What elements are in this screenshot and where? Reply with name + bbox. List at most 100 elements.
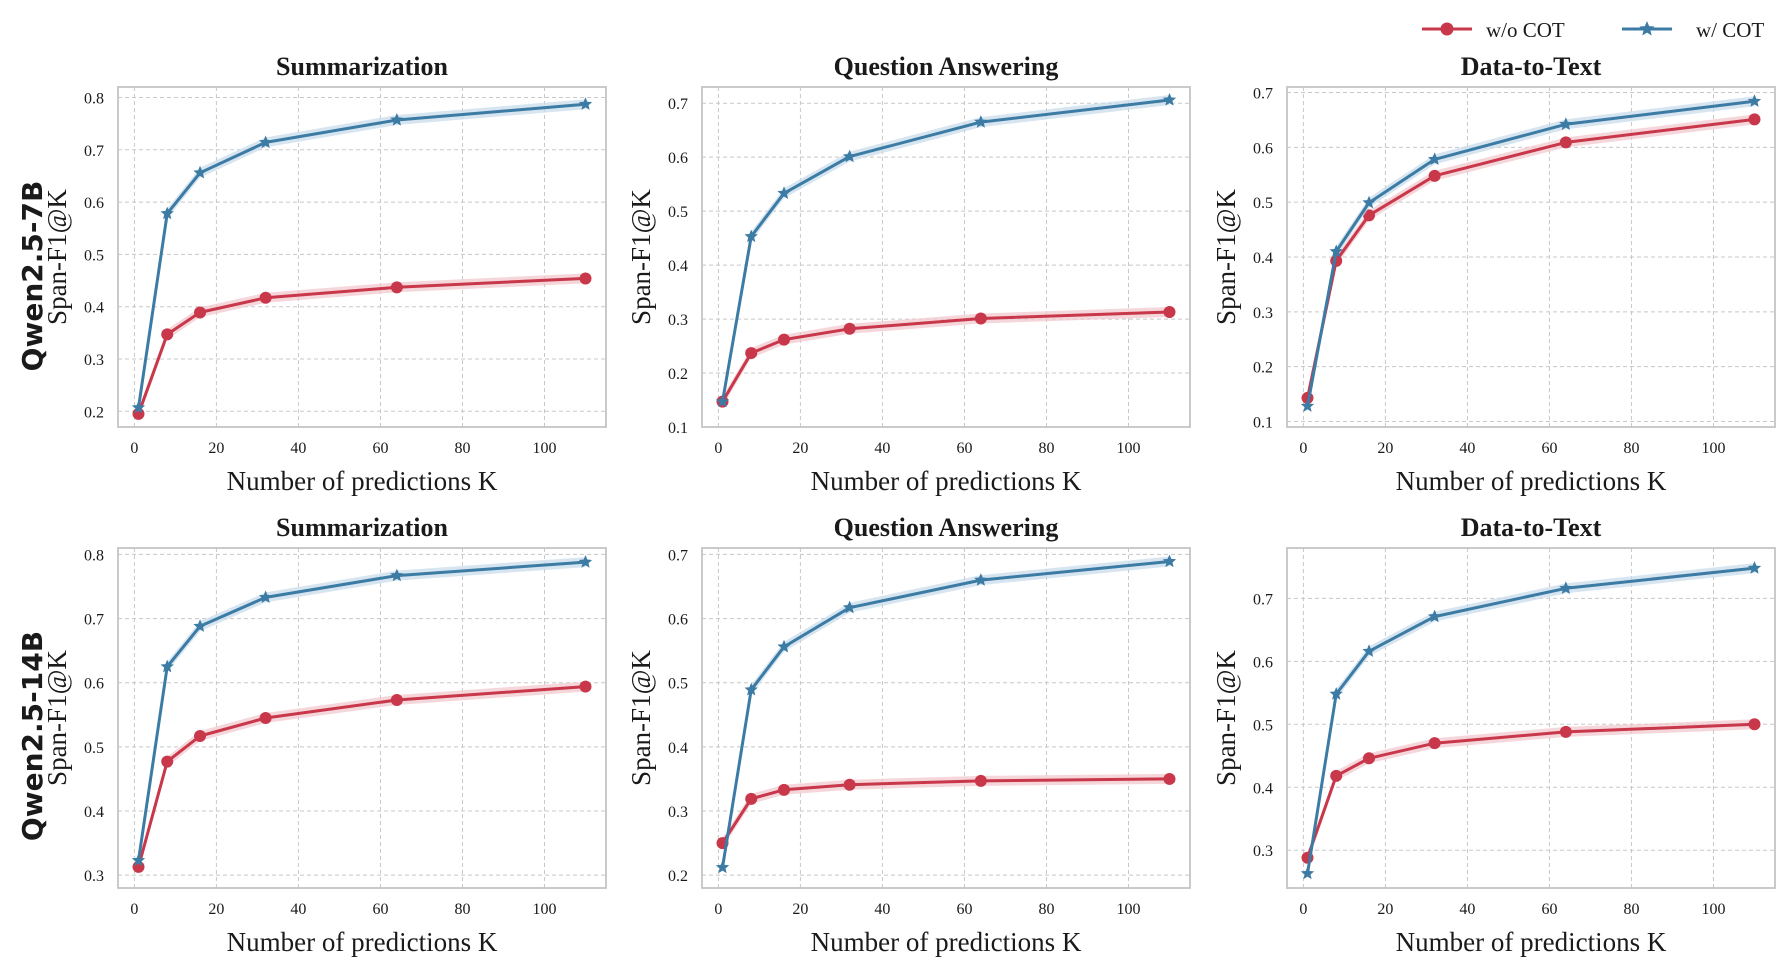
x-tick-label: 80 (454, 901, 470, 918)
data-point-star (160, 206, 174, 220)
series-line-wo-cot (137, 685, 586, 868)
data-point-circle (1428, 737, 1441, 750)
y-tick-label: 0.8 (84, 90, 104, 107)
x-tick-label: 100 (1701, 901, 1725, 918)
x-tick-label: 100 (1701, 440, 1725, 457)
series-line-wo-cot (137, 276, 586, 415)
data-point-star (1747, 561, 1762, 574)
series-line-w-cot (137, 560, 586, 861)
data-point-circle (1748, 113, 1761, 126)
data-point-star (1300, 866, 1315, 880)
data-point-circle (1363, 209, 1376, 222)
data-point-circle (161, 755, 174, 768)
y-tick-label: 0.1 (1253, 415, 1273, 432)
plot-area (1287, 548, 1775, 888)
data-point-star (390, 568, 404, 582)
series-line-w-cot (721, 98, 1170, 402)
x-tick-label: 20 (208, 440, 224, 457)
data-point-star (1329, 244, 1343, 258)
y-tick-label: 0.2 (668, 868, 688, 885)
data-point-star (390, 112, 404, 126)
data-point-circle (194, 306, 207, 319)
data-point-star (1559, 581, 1573, 594)
data-point-star (1747, 94, 1762, 107)
plot-area (702, 548, 1190, 888)
data-point-circle (161, 328, 174, 341)
data-point-star (193, 165, 207, 179)
y-tick-label: 0.3 (668, 804, 688, 821)
data-point-star (974, 573, 988, 586)
panel-title: Summarization (276, 52, 448, 81)
data-point-star (777, 639, 791, 653)
panel-title: Data-to-Text (1461, 52, 1602, 81)
data-point-star (1559, 117, 1573, 130)
y-tick-label: 0.7 (84, 612, 104, 629)
series-line-w-cot (137, 102, 586, 408)
chart-panel-1: 0 20 40 60 80 100 0.1 0.2 0.3 0.4 0.5 0.6 0.7 Questio… (626, 52, 1191, 496)
y-axis-label: Span-F1@K (1211, 189, 1241, 325)
data-point-circle (390, 281, 403, 294)
x-tick-label: 40 (874, 440, 890, 457)
legend-marker-star-icon (1639, 21, 1655, 36)
x-axis-label: Number of predictions K (811, 927, 1082, 957)
plot-frame (117, 86, 607, 428)
data-point-star (578, 555, 593, 568)
y-tick-label: 0.5 (1253, 717, 1273, 734)
y-axis-label: Span-F1@K (626, 189, 656, 325)
x-tick-label: 0 (1299, 901, 1307, 918)
series-line-wo-cot (721, 777, 1170, 844)
data-point-star (160, 659, 174, 673)
y-tick-label: 0.8 (84, 547, 104, 564)
x-tick-label: 0 (130, 901, 138, 918)
x-tick-label: 20 (1377, 440, 1393, 457)
data-point-star (1427, 609, 1442, 623)
y-tick-label: 0.6 (668, 150, 688, 167)
data-point-circle (843, 778, 856, 791)
data-point-circle (579, 680, 592, 693)
legend-label-wo-cot: w/o COT (1486, 18, 1565, 42)
x-axis-label: Number of predictions K (1396, 927, 1667, 957)
series-line-wo-cot (1306, 722, 1755, 859)
x-tick-label: 100 (1116, 440, 1140, 457)
chart-panel-2: 0 20 40 60 80 100 0.1 0.2 0.3 0.4 0.5 0.6 0.7 Data-to… (1211, 52, 1776, 496)
x-axis-label: Number of predictions K (227, 466, 498, 496)
data-point-star (131, 853, 146, 867)
panel-title: Summarization (276, 513, 448, 542)
y-tick-label: 0.4 (84, 804, 104, 821)
x-axis-label: Number of predictions K (1396, 466, 1667, 496)
data-point-star (193, 619, 207, 632)
x-tick-label: 0 (130, 440, 138, 457)
x-tick-label: 20 (792, 440, 808, 457)
row-label-qwen-7b: Qwen2.5-7B (16, 181, 49, 372)
x-tick-label: 40 (290, 440, 306, 457)
x-tick-label: 60 (372, 440, 388, 457)
data-point-star (258, 135, 273, 149)
x-tick-label: 60 (1541, 440, 1557, 457)
data-point-star (1427, 152, 1442, 166)
x-tick-label: 40 (1459, 901, 1475, 918)
data-point-circle (1748, 718, 1761, 731)
x-axis-label: Number of predictions K (811, 466, 1082, 496)
plot-frame (1286, 547, 1776, 889)
data-point-star (715, 394, 730, 408)
y-tick-label: 0.3 (84, 868, 104, 885)
data-point-star (777, 186, 791, 199)
y-tick-label: 0.5 (668, 204, 688, 221)
y-tick-label: 0.6 (84, 676, 104, 693)
x-tick-label: 40 (874, 901, 890, 918)
data-point-circle (1330, 769, 1343, 782)
data-point-star (744, 229, 758, 243)
y-axis-label: Span-F1@K (42, 650, 72, 786)
series-band (722, 773, 1170, 849)
x-tick-label: 80 (1038, 440, 1054, 457)
series-line-w-cot (721, 560, 1170, 868)
data-point-circle (1428, 169, 1441, 182)
y-tick-label: 0.3 (1253, 843, 1273, 860)
data-point-star (1162, 554, 1177, 568)
series-line-w-cot (1306, 99, 1755, 407)
y-tick-label: 0.7 (1253, 591, 1273, 608)
data-point-star (1329, 687, 1343, 700)
data-point-circle (259, 291, 272, 304)
y-tick-label: 0.2 (84, 404, 104, 421)
data-point-circle (745, 792, 758, 805)
